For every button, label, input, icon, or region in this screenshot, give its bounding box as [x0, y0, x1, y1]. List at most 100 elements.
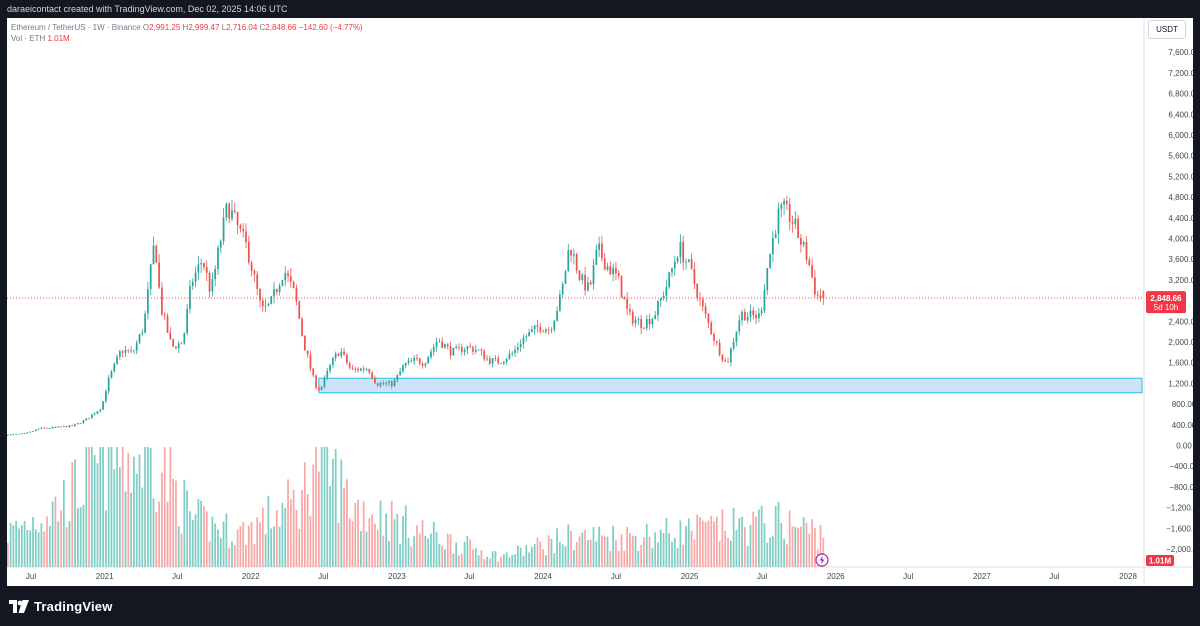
currency-button[interactable]: USDT	[1148, 20, 1186, 39]
candle-body	[752, 310, 755, 316]
candle-body	[273, 288, 275, 297]
price-tick-label: 5,200.00	[1168, 172, 1193, 181]
volume-bar	[113, 469, 116, 567]
price-tick-label: −2,000.00	[1166, 545, 1193, 554]
volume-bar	[573, 550, 575, 567]
volume-bar	[522, 555, 525, 567]
candle-body	[617, 273, 620, 277]
chart-canvas[interactable]: 7,600.00 7,200.00 6,800.00 6,400.00 6,000.00…	[7, 18, 1193, 586]
volume-bar	[469, 539, 472, 567]
volume-bar	[444, 549, 446, 567]
volume-bar	[772, 536, 774, 567]
candle-body	[505, 359, 508, 362]
volume-bar	[253, 544, 256, 567]
candle-body	[819, 295, 822, 299]
candle-body	[23, 433, 26, 435]
volume-bar	[575, 541, 578, 567]
price-tick-label: −1,600.00	[1166, 524, 1193, 533]
candle-body	[121, 351, 124, 353]
candle-body	[303, 335, 306, 351]
candle-body	[32, 431, 34, 432]
candle-body	[584, 274, 586, 291]
price-tick-label: 5,600.00	[1168, 152, 1193, 161]
lightning-icon[interactable]	[815, 553, 829, 567]
volume-bar	[20, 525, 23, 567]
volume-bar	[189, 511, 191, 567]
volume-bar	[438, 543, 441, 567]
candle-body	[662, 295, 665, 298]
candle-body	[365, 368, 368, 370]
volume-bar	[424, 535, 427, 567]
candle-body	[340, 351, 343, 356]
volume-bar	[396, 513, 399, 567]
candle-body	[746, 316, 749, 321]
volume-bar	[399, 543, 402, 567]
candle-body	[441, 341, 444, 348]
candle-body	[390, 381, 393, 387]
candle-body	[732, 341, 735, 349]
candle-body	[116, 356, 118, 364]
time-tick-label: Jul	[26, 572, 36, 581]
volume-bar	[746, 545, 749, 567]
candle-body	[800, 237, 802, 245]
volume-bar	[418, 533, 421, 567]
volume-bar	[15, 520, 18, 567]
candle-body	[217, 247, 219, 269]
candle-body	[374, 378, 376, 384]
candle-body	[606, 266, 609, 270]
volume-bar	[275, 510, 278, 567]
candle-body	[133, 350, 135, 352]
candle-body	[609, 266, 612, 275]
volume-bar	[127, 452, 130, 567]
candle-body	[634, 319, 637, 324]
candle-body	[446, 344, 449, 347]
volume-bar	[152, 498, 155, 567]
candle-body	[690, 259, 693, 269]
candle-body	[774, 233, 777, 238]
candle-body	[486, 358, 488, 360]
candle-body	[657, 300, 659, 316]
volume-bar	[346, 479, 348, 567]
volume-bar	[225, 513, 228, 567]
volume-bar	[29, 530, 32, 567]
candle-body	[724, 360, 727, 362]
candle-body	[393, 380, 396, 387]
volume-bar	[362, 501, 365, 567]
candle-body	[200, 263, 203, 265]
candle-body	[713, 334, 715, 342]
volume-bar	[743, 527, 746, 567]
candle-body	[295, 288, 298, 302]
candle-body	[259, 288, 261, 301]
volume-bar	[107, 447, 110, 567]
volume-bar	[452, 553, 455, 567]
volume-bar	[679, 520, 682, 567]
candle-body	[68, 425, 71, 428]
candle-body	[247, 242, 250, 263]
candle-body	[228, 203, 231, 219]
volume-bar	[701, 520, 704, 567]
candle-body	[138, 334, 141, 343]
volume-bar	[236, 529, 239, 567]
volume-bar	[629, 532, 631, 567]
chart-panel[interactable]: 7,600.00 7,200.00 6,800.00 6,400.00 6,000.00…	[7, 18, 1193, 586]
candle-body	[673, 261, 676, 269]
candle-body	[494, 358, 497, 359]
volume-bar	[755, 516, 757, 567]
candle-body	[43, 427, 46, 429]
candle-body	[275, 288, 278, 292]
volume-bar	[68, 521, 71, 567]
candle-body	[264, 305, 267, 307]
footer-bar: TradingView	[0, 586, 1200, 626]
candle-body	[71, 425, 74, 427]
time-tick-label: 2021	[96, 572, 114, 581]
volume-bar	[155, 511, 158, 567]
candle-body	[749, 310, 752, 317]
volume-bar	[536, 537, 539, 567]
time-tick-label: Jul	[1049, 572, 1059, 581]
volume-bar	[264, 534, 267, 567]
volume-bar	[88, 447, 90, 567]
volume-bar	[640, 544, 643, 567]
candle-body	[57, 426, 60, 428]
tradingview-logo[interactable]: TradingView	[9, 598, 113, 614]
candle-body	[34, 429, 37, 432]
